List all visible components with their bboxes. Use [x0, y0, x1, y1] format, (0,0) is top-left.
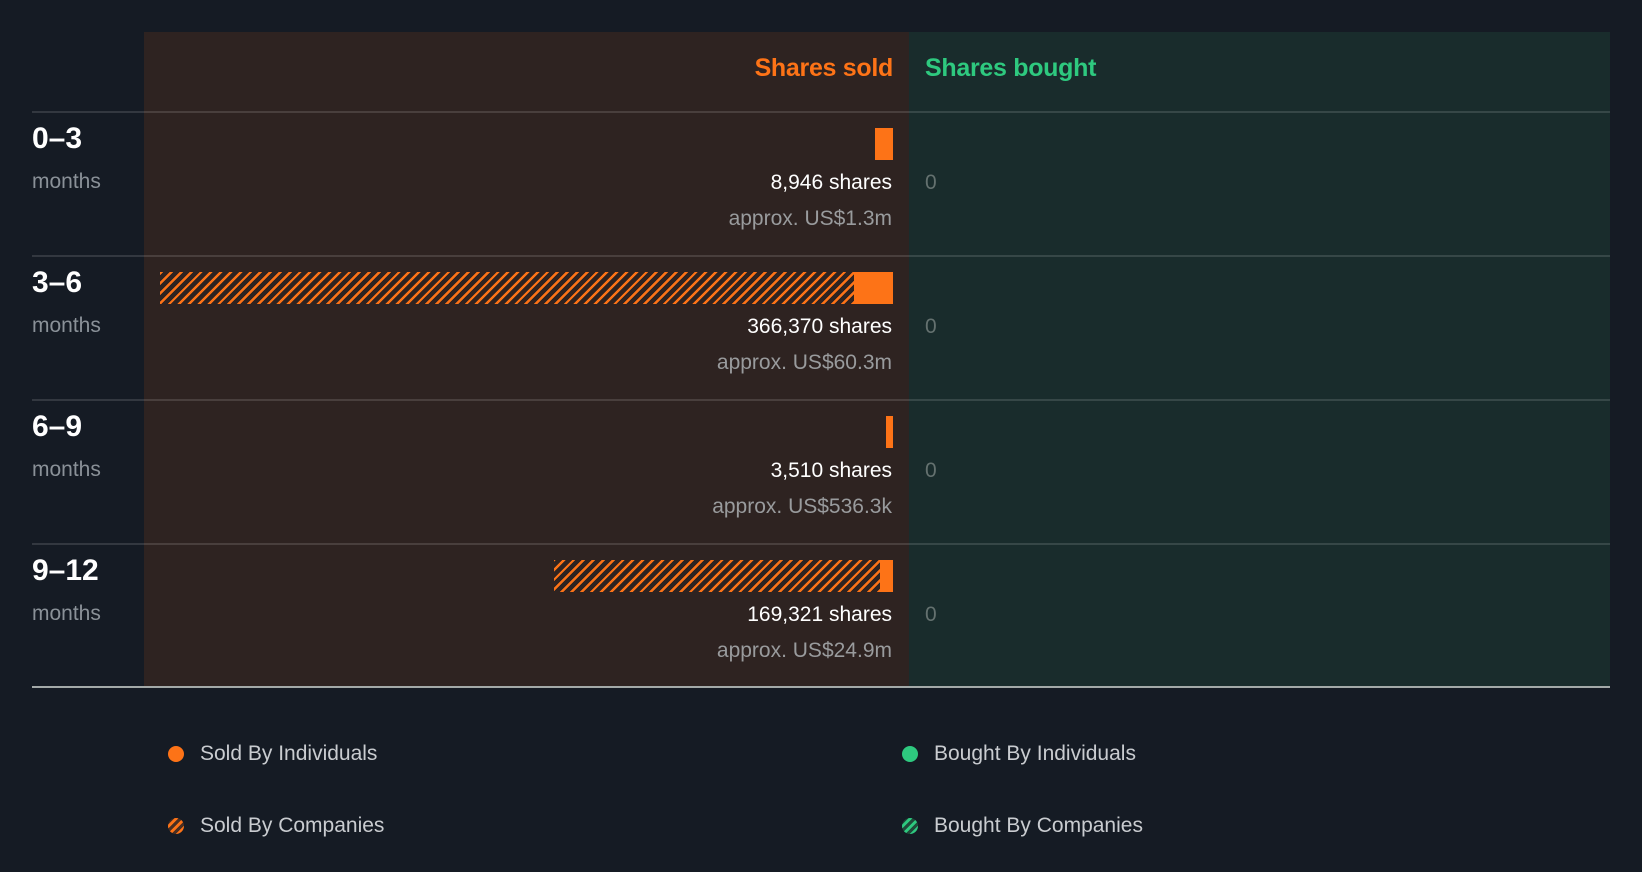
green-dot-icon	[902, 746, 918, 762]
bought-shares-count: 0	[925, 171, 937, 194]
sold-by-individuals-bar[interactable]	[880, 560, 893, 592]
legend-label: Bought By Individuals	[934, 742, 1136, 765]
legend-sold-by-companies[interactable]: Sold By Companies	[168, 814, 384, 838]
legend-bought-by-individuals[interactable]: Bought By Individuals	[902, 742, 1136, 766]
bought-shares-count: 0	[925, 315, 937, 338]
green-hatched-dot-icon	[902, 818, 918, 834]
sold-shares-count: 3,510 shares	[770, 459, 892, 482]
legend-sold-by-individuals[interactable]: Sold By Individuals	[168, 742, 377, 766]
period-unit-label: months	[32, 458, 101, 481]
period-unit-label: months	[32, 314, 101, 337]
row-divider	[32, 255, 1610, 257]
bought-shares-count: 0	[925, 459, 937, 482]
period-row-0-3: 0–3 months 8,946 shares approx. US$1.3m …	[0, 112, 1642, 256]
period-unit-label: months	[32, 170, 101, 193]
period-row-3-6: 3–6 months 366,370 shares approx. US$60.…	[0, 256, 1642, 400]
sold-value-approx: approx. US$1.3m	[728, 207, 892, 230]
row-divider	[32, 543, 1610, 545]
sold-by-individuals-bar[interactable]	[875, 128, 893, 160]
bought-shares-count: 0	[925, 603, 937, 626]
row-divider	[32, 399, 1610, 401]
shares-bought-header: Shares bought	[925, 54, 1097, 82]
sold-bar[interactable]	[554, 560, 893, 592]
sold-bar[interactable]	[160, 272, 893, 304]
sold-by-companies-bar[interactable]	[160, 272, 854, 304]
sold-value-approx: approx. US$24.9m	[716, 639, 892, 662]
sold-value-approx: approx. US$536.3k	[712, 495, 892, 518]
period-row-6-9: 6–9 months 3,510 shares approx. US$536.3…	[0, 400, 1642, 544]
sold-by-individuals-bar[interactable]	[886, 416, 893, 448]
orange-hatched-dot-icon	[168, 818, 184, 834]
shares-sold-header: Shares sold	[754, 54, 894, 82]
period-range-label: 0–3	[32, 122, 83, 155]
legend-bought-by-companies[interactable]: Bought By Companies	[902, 814, 1143, 838]
sold-by-individuals-bar[interactable]	[854, 272, 893, 304]
period-range-label: 9–12	[32, 554, 99, 587]
period-row-9-12: 9–12 months 169,321 shares approx. US$24…	[0, 544, 1642, 688]
period-range-label: 6–9	[32, 410, 83, 443]
sold-value-approx: approx. US$60.3m	[716, 351, 892, 374]
shares-bought-panel	[909, 32, 1610, 687]
sold-bar[interactable]	[875, 128, 893, 160]
sold-by-companies-bar[interactable]	[554, 560, 880, 592]
sold-shares-count: 366,370 shares	[747, 315, 892, 338]
legend-label: Sold By Individuals	[200, 742, 378, 765]
orange-dot-icon	[168, 746, 184, 762]
sold-shares-count: 169,321 shares	[747, 603, 892, 626]
chart-baseline	[32, 686, 1610, 688]
period-unit-label: months	[32, 602, 101, 625]
period-range-label: 3–6	[32, 266, 83, 299]
legend-label: Sold By Companies	[200, 814, 385, 837]
sold-shares-count: 8,946 shares	[770, 171, 892, 194]
legend-label: Bought By Companies	[934, 814, 1143, 837]
header-divider	[32, 111, 1610, 113]
sold-bar[interactable]	[886, 416, 893, 448]
